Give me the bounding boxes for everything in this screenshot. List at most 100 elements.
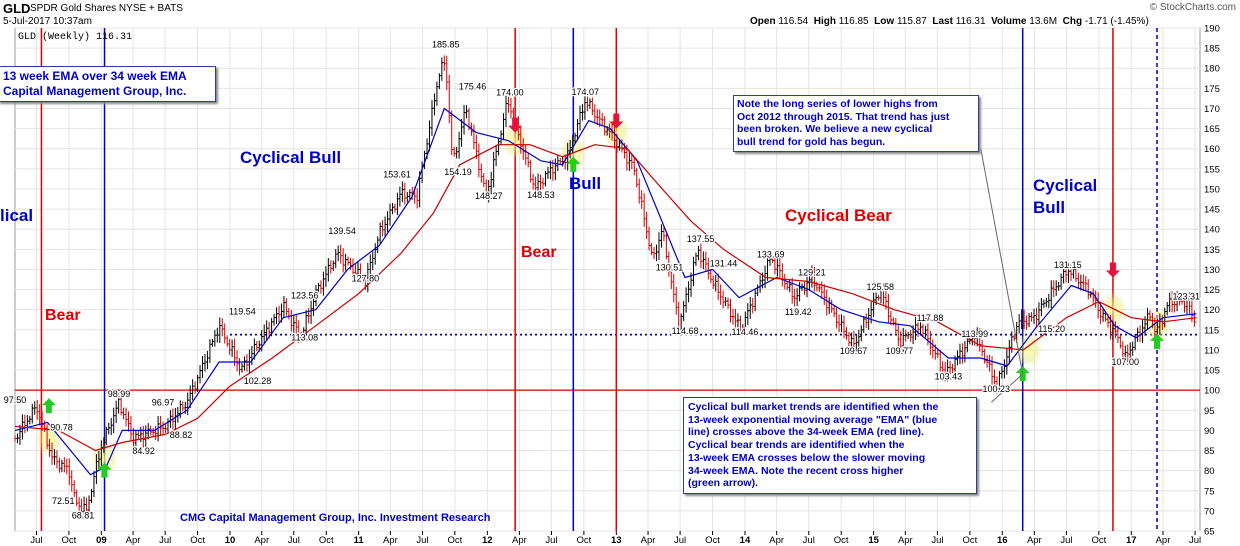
- price-label: 119.42: [785, 307, 812, 317]
- high-value: 116.85: [838, 16, 869, 27]
- x-tick-label: Jul: [288, 535, 300, 546]
- y-tick-label: 130: [1204, 265, 1220, 276]
- x-tick-label: Apr: [641, 535, 656, 546]
- ema-lines: [14, 107, 1197, 476]
- chg-value: -1.71 (-1.45%): [1084, 16, 1149, 27]
- sell-arrow-icon: [609, 113, 624, 129]
- y-tick-label: 70: [1204, 506, 1215, 517]
- x-tick-label: Oct: [190, 535, 205, 546]
- x-tick-label: Oct: [705, 535, 720, 546]
- price-label: 131.15: [1054, 260, 1082, 270]
- price-label: 148.27: [475, 191, 503, 201]
- regime-label: Bear: [45, 307, 81, 324]
- rule-line: 13-week EMA crosses below the slower mov…: [688, 451, 926, 464]
- chart-title: GLD (Weekly) 116.31: [18, 31, 132, 43]
- buy-arrow-icon: [566, 156, 581, 172]
- sell-arrow-icon: [508, 117, 523, 133]
- ema-rule-box: Cyclical bull market trends are identifi…: [683, 397, 977, 494]
- regime-label: Bear: [521, 244, 557, 261]
- buy-arrow-icon: [41, 398, 56, 414]
- cmg-box-line: 13 week EMA over 34 week EMA: [3, 69, 187, 83]
- rule-line: line) crosses above the 34-week EMA (red…: [688, 426, 924, 439]
- price-label: 174.00: [496, 87, 524, 97]
- price-label: 139.54: [328, 226, 356, 236]
- x-tick-label: Oct: [1091, 535, 1106, 546]
- price-label: 68.81: [72, 511, 95, 521]
- price-label: 154.19: [444, 167, 472, 177]
- price-label: 90.78: [50, 422, 73, 432]
- x-tick-label: 14: [740, 535, 751, 546]
- y-tick-label: 170: [1204, 104, 1220, 115]
- price-label: 88.82: [170, 430, 193, 440]
- y-tick-label: 155: [1204, 164, 1220, 175]
- price-label: 72.51: [52, 496, 75, 506]
- x-tick-label: 13: [611, 535, 622, 546]
- x-tick-label: 12: [482, 535, 493, 546]
- price-label: 107.00: [1112, 357, 1140, 367]
- cmg-footer: CMG Capital Management Group, Inc. Inves…: [180, 512, 491, 524]
- rule-pointer-line: [991, 373, 1024, 403]
- price-label: 109.77: [886, 346, 914, 356]
- ticker: GLD: [3, 1, 31, 16]
- x-tick-label: Jul: [545, 535, 557, 546]
- note-line: been broken. We believe a new cyclical: [737, 123, 933, 136]
- x-tick-label: Jul: [159, 535, 171, 546]
- price-label: 133.69: [757, 250, 785, 260]
- x-tick-label: Jul: [674, 535, 686, 546]
- y-tick-label: 115: [1204, 325, 1219, 336]
- open-value: 116.54: [778, 16, 809, 27]
- open-label: Open: [750, 16, 776, 27]
- rule-line: Cyclical bear trends are identified when…: [688, 439, 905, 452]
- x-tick-label: Apr: [1027, 535, 1042, 546]
- x-tick-label: Oct: [447, 535, 462, 546]
- x-tick-label: 17: [1126, 535, 1137, 546]
- x-tick-label: Apr: [769, 535, 784, 546]
- x-tick-label: Apr: [898, 535, 913, 546]
- sell-arrow-icon: [1105, 262, 1120, 278]
- x-tick-label: Jul: [1189, 535, 1201, 546]
- price-label: 123.31: [1172, 291, 1200, 301]
- y-tick-label: 75: [1204, 486, 1215, 497]
- x-tick-label: Apr: [512, 535, 527, 546]
- quote-bar: Open 116.54 High 116.85 Low 115.87 Last …: [750, 16, 1149, 27]
- cmg-box-line: Capital Management Group, Inc.: [3, 84, 187, 98]
- x-tick-label: Jul: [931, 535, 943, 546]
- y-tick-label: 165: [1204, 124, 1220, 135]
- price-label: 119.54: [229, 307, 256, 317]
- price-label: 100.23: [983, 384, 1011, 394]
- price-label: 114.68: [672, 326, 699, 336]
- rule-line: Cyclical bull market trends are identifi…: [688, 401, 939, 413]
- price-label: 174.07: [572, 87, 600, 97]
- high-label: High: [813, 16, 836, 27]
- price-label: 97.50: [4, 395, 27, 405]
- price-label: 185.85: [432, 40, 460, 50]
- rule-line: 13-week exponential moving average "EMA"…: [688, 413, 938, 426]
- y-tick-label: 105: [1204, 366, 1220, 377]
- stockcharts-credit[interactable]: © StockCharts.com: [1149, 2, 1236, 13]
- vertical-lines: [40, 28, 1158, 531]
- rule-line: (green arrow).: [688, 477, 759, 490]
- price-label: 115.20: [1038, 324, 1065, 334]
- y-tick-label: 150: [1204, 184, 1220, 195]
- y-tick-label: 120: [1204, 305, 1220, 316]
- x-tick-label: 15: [868, 535, 879, 546]
- buy-arrow-icon: [1149, 333, 1164, 349]
- y-tick-label: 145: [1204, 205, 1220, 216]
- regime-label: Cyclical Bear: [785, 206, 892, 225]
- y-tick-label: 135: [1204, 245, 1220, 256]
- price-label: 96.97: [152, 397, 175, 407]
- y-tick-label: 85: [1204, 446, 1215, 457]
- x-tick-label: Jul: [30, 535, 42, 546]
- note-line: Oct 2012 through 2015. That trend has ju…: [737, 110, 950, 123]
- price-label: 98.99: [108, 389, 131, 399]
- price-label: 113.08: [291, 333, 318, 343]
- regime-label: Cyclical: [1033, 176, 1098, 195]
- y-tick-label: 160: [1204, 144, 1220, 155]
- y-tick-label: 140: [1204, 225, 1220, 236]
- x-tick-label: Jul: [803, 535, 815, 546]
- y-tick-label: 190: [1204, 24, 1220, 35]
- horizontal-lines: [15, 333, 1200, 391]
- chg-label: Chg: [1062, 16, 1083, 27]
- price-label: 123.56: [291, 290, 319, 300]
